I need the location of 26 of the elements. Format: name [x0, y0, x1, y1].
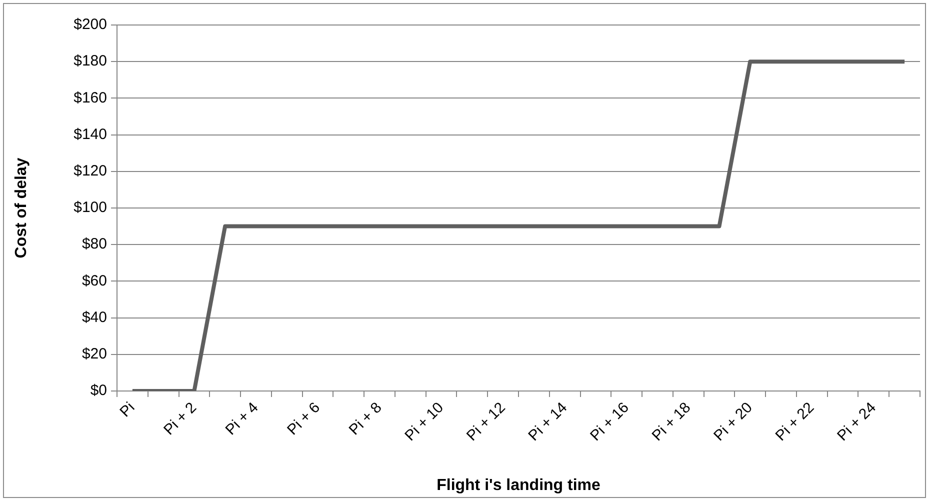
y-tick-label: $180: [74, 52, 107, 70]
y-tick-label: $120: [74, 162, 107, 180]
y-axis-title: Cost of delay: [13, 158, 30, 258]
y-tick-label: $40: [82, 308, 107, 326]
x-tick-label: Pi + 10: [402, 399, 448, 444]
x-tick-label: Pi + 8: [346, 399, 386, 439]
x-tick-label: Pi + 2: [160, 399, 200, 439]
x-tick-label: Pi + 12: [463, 399, 509, 444]
y-tick-label: $60: [82, 272, 107, 290]
x-tick-label: Pi + 16: [587, 399, 632, 444]
x-tick-label: Pi + 24: [834, 399, 880, 444]
x-tick-label: Pi + 22: [772, 399, 818, 444]
x-tick-label: Pi: [116, 399, 138, 421]
y-tick-label: $20: [82, 346, 107, 363]
x-tick-label: Pi + 4: [222, 399, 262, 439]
y-tick-label: $160: [74, 89, 107, 106]
x-tick-label: Pi + 20: [710, 399, 756, 444]
y-tick-label: $100: [74, 199, 107, 216]
y-tick-label: $140: [74, 126, 107, 143]
x-axis-title: Flight i's landing time: [436, 476, 600, 494]
y-tick-label: $0: [90, 382, 107, 400]
x-tick-label: Pi + 14: [525, 399, 571, 444]
y-tick-label: $80: [82, 236, 107, 253]
y-tick-label: $200: [74, 16, 107, 34]
x-tick-label: Pi + 6: [284, 399, 324, 439]
x-tick-label: Pi + 18: [648, 399, 694, 444]
